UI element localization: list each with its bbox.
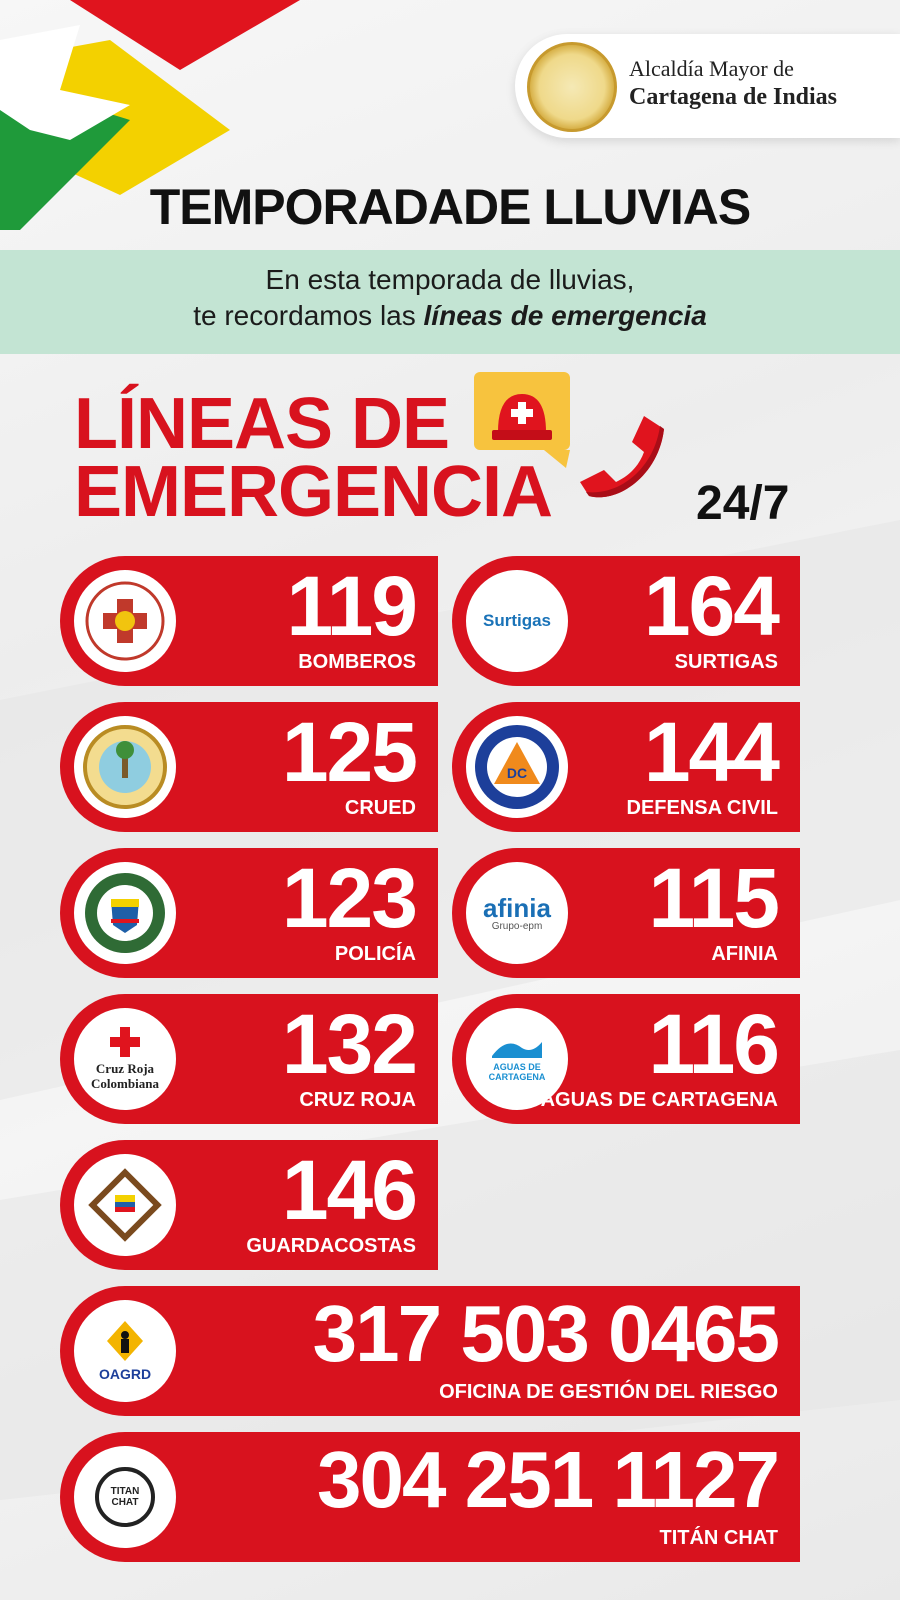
line-label: TITÁN CHAT <box>659 1527 779 1549</box>
line-card-cruz-roja: Cruz Roja Colombiana 132 CRUZ ROJA <box>60 994 438 1124</box>
colombia-flag-decoration <box>0 0 300 230</box>
line-label: CRUED <box>344 797 416 819</box>
intro-band <box>0 250 900 354</box>
defensa-civil-logo-text: DC <box>507 765 527 781</box>
line-card-bomberos: 119 BOMBEROS <box>60 556 438 686</box>
cruz-roja-logo-text: Cruz Roja Colombiana <box>91 1060 159 1091</box>
line-number[interactable]: 144 <box>643 705 780 799</box>
line-label: BOMBEROS <box>298 651 416 673</box>
line-label: AGUAS DE CARTAGENA <box>540 1089 778 1111</box>
guardacostas-logo-icon <box>74 1154 176 1256</box>
intro-line1: En esta temporada de lluvias, <box>265 264 635 295</box>
aguas-de-cartagena-logo-icon: AGUAS DE CARTAGENA <box>466 1008 568 1110</box>
line-label: OFICINA DE GESTIÓN DEL RIESGO <box>439 1381 778 1403</box>
siren-chat-icon <box>474 372 570 468</box>
line-card-oagrd: OAGRD 317 503 0465 OFICINA DE GESTIÓN DE… <box>60 1286 800 1416</box>
page-title: TEMPORADADE LLUVIAS <box>149 179 751 235</box>
line-card-titan-chat: TITAN CHAT 304 251 1127 TITÁN CHAT <box>60 1432 800 1562</box>
intro-line2: te recordamos las líneas de emergencia <box>0 300 900 332</box>
emergency-title-line1: LÍNEAS DE <box>74 384 450 464</box>
line-label: DEFENSA CIVIL <box>626 797 779 819</box>
line-number[interactable]: 116 <box>648 997 780 1091</box>
line-number[interactable]: 132 <box>281 997 418 1091</box>
line-label: CRUZ ROJA <box>299 1089 416 1111</box>
cartagena-seal-icon <box>527 42 617 132</box>
line-number[interactable]: 119 <box>286 559 418 653</box>
line-card-surtigas: Surtigas 164 SURTIGAS <box>452 556 800 686</box>
line-number[interactable]: 317 503 0465 <box>312 1289 780 1378</box>
line-card-policia: 123 POLICÍA <box>60 848 438 978</box>
line-label: POLICÍA <box>334 943 416 965</box>
titan-logo-text: TITAN CHAT <box>110 1486 140 1508</box>
defensa-civil-logo-icon: DC <box>466 716 568 818</box>
afinia-logo-sub: Grupo-epm <box>491 920 543 932</box>
afinia-logo-icon: afinia Grupo-epm <box>466 862 568 964</box>
line-number[interactable]: 146 <box>281 1143 418 1237</box>
line-label: GUARDACOSTAS <box>246 1235 416 1257</box>
emergency-title-line2: EMERGENCIA <box>74 452 553 532</box>
line-card-crued: 125 CRUED <box>60 702 438 832</box>
titan-chat-logo-icon: TITAN CHAT <box>74 1446 176 1548</box>
phone-icon <box>580 416 664 498</box>
line-card-aguas-de-cartagena: AGUAS DE CARTAGENA 116 AGUAS DE CARTAGEN… <box>452 994 800 1124</box>
line-label: AFINIA <box>711 943 778 965</box>
brand-line1: Alcaldía Mayor de <box>629 56 794 81</box>
hours-badge: 24/7 <box>696 477 790 530</box>
intro-line2-emphasis: líneas de emergencia <box>423 300 707 331</box>
line-card-afinia: afinia Grupo-epm 115 AFINIA <box>452 848 800 978</box>
line-number[interactable]: 164 <box>643 559 780 653</box>
line-card-defensa-civil: DC 144 DEFENSA CIVIL <box>452 702 800 832</box>
surtigas-logo-icon: Surtigas <box>466 570 568 672</box>
line-number[interactable]: 123 <box>281 851 418 945</box>
intro-line2-prefix: te recordamos las <box>193 300 424 331</box>
surtigas-logo-text: Surtigas <box>482 611 552 630</box>
brand-line2: Cartagena de Indias <box>629 84 838 110</box>
line-card-guardacostas: 146 GUARDACOSTAS <box>60 1140 438 1270</box>
line-number[interactable]: 125 <box>281 705 418 799</box>
bomberos-logo-icon <box>74 570 176 672</box>
afinia-logo-text: afinia <box>483 892 551 923</box>
oagrd-logo-icon: OAGRD <box>74 1300 176 1402</box>
aguas-logo-text: AGUAS DE CARTAGENA <box>488 1061 546 1082</box>
oagrd-logo-text: OAGRD <box>98 1365 152 1382</box>
line-label: SURTIGAS <box>674 651 778 673</box>
line-number[interactable]: 304 251 1127 <box>317 1435 780 1524</box>
cruz-roja-logo-icon: Cruz Roja Colombiana <box>74 1008 176 1110</box>
policia-logo-icon <box>74 862 176 964</box>
alcaldia-brand-badge: Alcaldía Mayor de Cartagena de Indias <box>515 34 900 138</box>
cartagena-seal-icon <box>74 716 176 818</box>
line-number[interactable]: 115 <box>648 851 780 945</box>
